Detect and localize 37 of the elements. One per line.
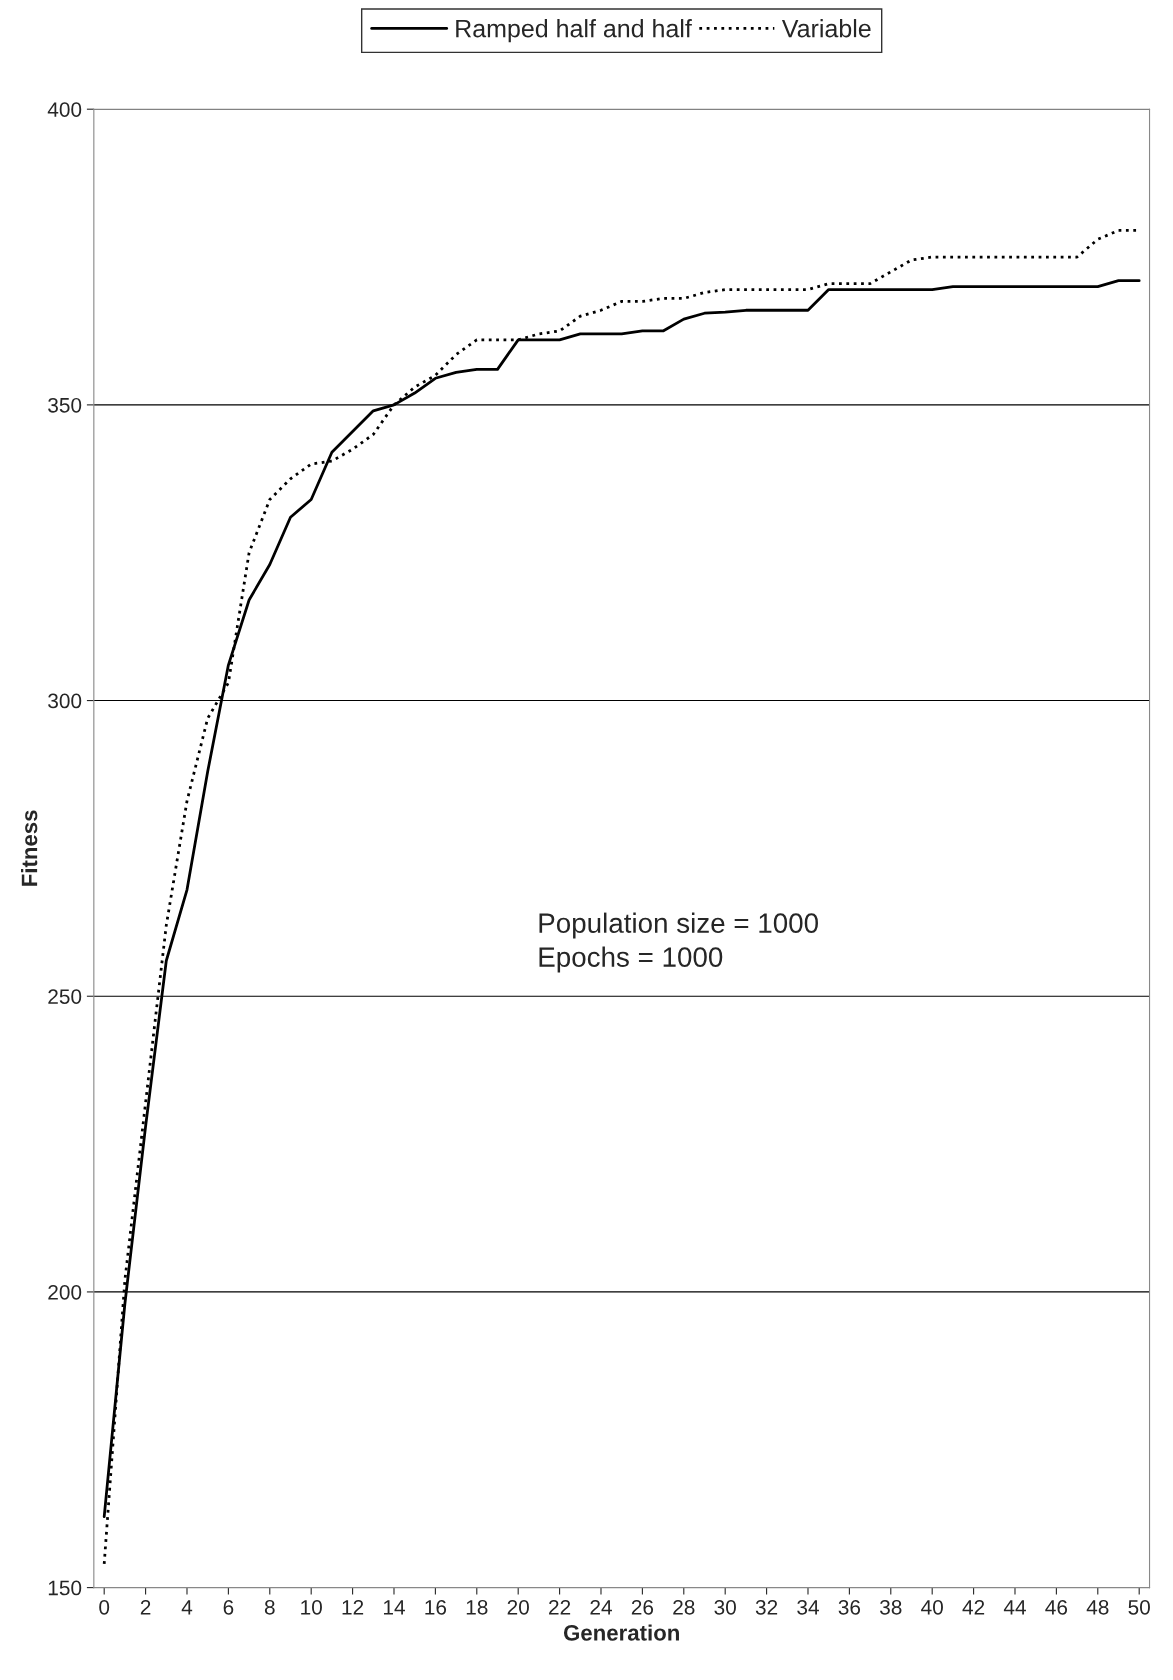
y-tick-label: 250 bbox=[48, 989, 82, 1004]
x-tick-label: 18 bbox=[466, 1599, 488, 1615]
x-tick-label: 16 bbox=[425, 1599, 447, 1615]
y-tick-label: 150 bbox=[48, 1580, 82, 1596]
x-tick-label: 38 bbox=[880, 1599, 902, 1615]
x-tick-label: 50 bbox=[1128, 1599, 1150, 1615]
legend-label: Variable bbox=[781, 19, 871, 38]
x-tick-label: 28 bbox=[673, 1599, 695, 1615]
x-tick-label: 26 bbox=[631, 1599, 654, 1615]
x-tick-label: 42 bbox=[962, 1599, 985, 1615]
x-tick-label: 32 bbox=[755, 1599, 778, 1615]
y-tick-label: 400 bbox=[47, 102, 82, 117]
x-tick-label: 8 bbox=[264, 1599, 275, 1615]
x-tick-label: 20 bbox=[507, 1599, 529, 1615]
y-axis-title: Fitness bbox=[21, 810, 38, 886]
x-tick-label: 6 bbox=[223, 1599, 234, 1615]
annotation: Population size = 1000 Epochs = 1000 bbox=[539, 912, 818, 973]
x-tick-label: 4 bbox=[181, 1600, 193, 1615]
legend-label: Ramped half and half bbox=[456, 19, 692, 43]
y-tick-label: 200 bbox=[48, 1284, 82, 1300]
x-tick-label: 48 bbox=[1086, 1599, 1109, 1615]
x-tick-label: 12 bbox=[342, 1599, 364, 1615]
x-tick-label: 40 bbox=[921, 1599, 943, 1615]
x-tick-label: 30 bbox=[714, 1599, 736, 1615]
y-tick-label: 300 bbox=[48, 693, 82, 709]
x-tick-label: 2 bbox=[140, 1599, 151, 1615]
x-tick-label: 22 bbox=[549, 1599, 571, 1615]
x-tick-label: 46 bbox=[1045, 1599, 1068, 1615]
y-tick-label: 350 bbox=[48, 397, 82, 413]
x-tick-label: 14 bbox=[383, 1600, 405, 1615]
x-tick-label: 44 bbox=[1003, 1600, 1026, 1615]
x-tick-label: 24 bbox=[590, 1599, 612, 1615]
x-tick-label: 34 bbox=[797, 1599, 819, 1615]
x-axis-title: Generation bbox=[563, 1624, 679, 1641]
x-tick-label: 0 bbox=[99, 1599, 110, 1615]
x-tick-label: 36 bbox=[838, 1599, 861, 1615]
x-tick-label: 10 bbox=[301, 1599, 322, 1615]
